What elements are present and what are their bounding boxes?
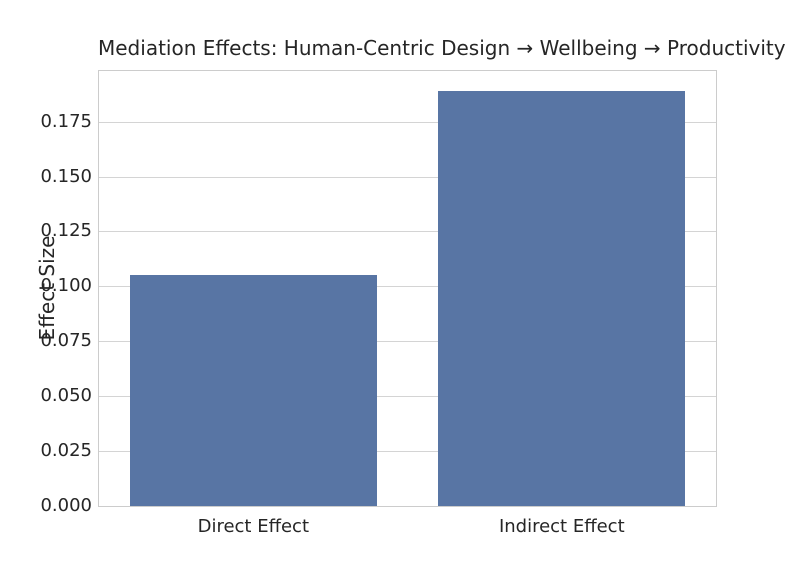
bar-indirect-effect <box>438 91 685 506</box>
plot-area <box>98 70 717 507</box>
gridline <box>99 341 716 343</box>
gridline <box>99 121 716 123</box>
y-tick-label: 0.050 <box>40 385 92 407</box>
gridline <box>99 451 716 453</box>
gridline <box>99 396 716 398</box>
y-tick-label: 0.125 <box>40 220 92 242</box>
y-tick-label: 0.100 <box>40 275 92 297</box>
x-tick-label-direct-effect: Direct Effect <box>197 516 309 537</box>
x-tick-label-indirect-effect: Indirect Effect <box>498 516 625 537</box>
y-tick-label: 0.075 <box>40 330 92 352</box>
gridline <box>99 176 716 178</box>
chart-title: Mediation Effects: Human-Centric Design … <box>98 36 786 60</box>
y-tick-label: 0.150 <box>40 165 92 187</box>
y-tick-label: 0.025 <box>40 440 92 462</box>
gridline <box>99 286 716 288</box>
y-tick-label: 0.175 <box>40 110 92 132</box>
bar-direct-effect <box>130 275 377 506</box>
y-tick-label: 0.000 <box>40 495 92 516</box>
gridline <box>99 231 716 233</box>
